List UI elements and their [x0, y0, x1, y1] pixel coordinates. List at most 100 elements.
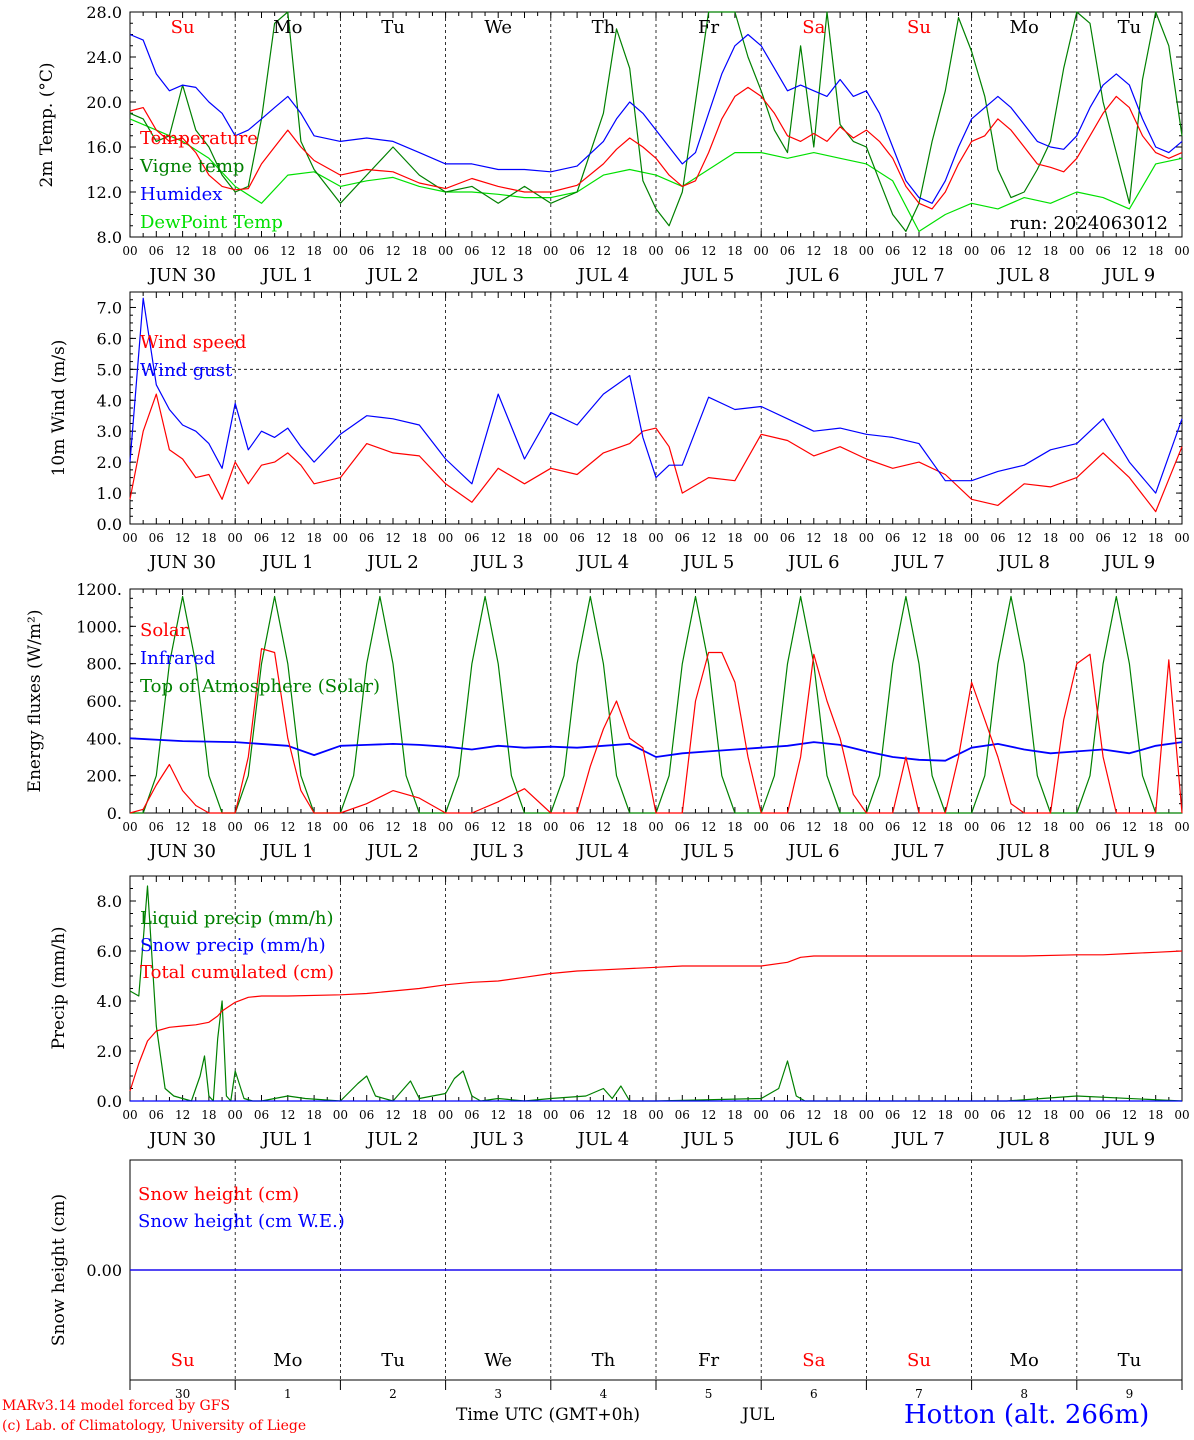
x-hour-label: 06	[675, 820, 690, 834]
x-date-label: JUL 7	[891, 552, 945, 573]
y-tick-label: 8.0	[97, 892, 122, 911]
weekday-label: Fr	[698, 17, 719, 38]
x-hour-label: 18	[938, 1108, 953, 1122]
x-hour-label: 00	[1174, 1108, 1189, 1122]
x-hour-label: 18	[517, 820, 532, 834]
x-hour-label: 00	[648, 531, 663, 545]
x-hour-label: 12	[491, 820, 506, 834]
x-date-label: JUL 3	[470, 265, 524, 286]
legend-entry: Vigne temp	[139, 156, 244, 177]
x-hour-label: 00	[964, 531, 979, 545]
x-hour-label: 00	[754, 531, 769, 545]
x-hour-label: 18	[306, 820, 321, 834]
day-number: 4	[600, 1387, 608, 1401]
y-tick-label: 600.	[86, 692, 122, 711]
x-hour-label: 12	[806, 1108, 821, 1122]
x-hour-label: 00	[122, 820, 137, 834]
x-hour-label: 12	[806, 244, 821, 258]
x-hour-label: 00	[333, 1108, 348, 1122]
x-hour-label: 18	[1043, 244, 1058, 258]
series-line-2-1	[129, 393, 1183, 513]
x-hour-label: 06	[1095, 531, 1110, 545]
x-hour-label: 00	[648, 244, 663, 258]
x-hour-label: 12	[175, 531, 190, 545]
x-hour-label: 18	[727, 820, 742, 834]
x-hour-label: 12	[1122, 531, 1137, 545]
x-hour-label: 18	[622, 244, 637, 258]
series-line-1-4	[129, 118, 1183, 232]
x-hour-label: 12	[596, 244, 611, 258]
x-date-label: JUL 9	[1102, 841, 1156, 862]
x-hour-label: 00	[754, 244, 769, 258]
x-hour-label: 18	[832, 820, 847, 834]
weekday-label: Sa	[802, 1350, 825, 1371]
x-date-label: JUL 3	[470, 841, 524, 862]
weekday-label: Tu	[381, 17, 405, 38]
x-hour-label: 12	[701, 244, 716, 258]
x-date-label: JUL 3	[470, 1129, 524, 1150]
x-hour-label: 12	[596, 820, 611, 834]
x-date-label: JUL 9	[1102, 552, 1156, 573]
x-hour-label: 06	[359, 244, 374, 258]
x-hour-label: 18	[1043, 1108, 1058, 1122]
y-tick-label: 1000.	[76, 617, 122, 636]
x-hour-label: 18	[938, 820, 953, 834]
x-hour-label: 18	[727, 244, 742, 258]
series-line-2-2	[129, 297, 1183, 494]
x-axis-title: Time UTC (GMT+0h)	[456, 1405, 641, 1425]
x-hour-label: 18	[727, 531, 742, 545]
x-hour-label: 06	[1095, 820, 1110, 834]
x-hour-label: 00	[438, 820, 453, 834]
x-hour-label: 06	[780, 1108, 795, 1122]
x-date-label: JUL 1	[260, 1129, 314, 1150]
series-line-1-1	[129, 86, 1183, 210]
y-tick-label: 0.0	[97, 1092, 122, 1111]
x-hour-label: 00	[122, 531, 137, 545]
x-hour-label: 18	[517, 244, 532, 258]
y-axis-label: 10m Wind (m/s)	[49, 340, 69, 477]
x-hour-label: 00	[648, 1108, 663, 1122]
x-hour-label: 00	[228, 244, 243, 258]
x-hour-label: 12	[175, 1108, 190, 1122]
x-hour-label: 00	[333, 531, 348, 545]
x-hour-label: 06	[1095, 1108, 1110, 1122]
day-number: 6	[810, 1387, 818, 1401]
y-tick-label: 200.	[86, 767, 122, 786]
x-hour-label: 06	[1095, 244, 1110, 258]
x-hour-label: 18	[412, 531, 427, 545]
x-hour-label: 00	[964, 820, 979, 834]
x-hour-label: 00	[1069, 531, 1084, 545]
x-hour-label: 12	[596, 531, 611, 545]
x-hour-label: 00	[438, 531, 453, 545]
series-line-3-1	[129, 648, 1183, 814]
x-hour-label: 00	[859, 1108, 874, 1122]
x-hour-label: 18	[1148, 244, 1163, 258]
x-date-label: JUL 2	[365, 552, 419, 573]
x-hour-label: 06	[149, 1108, 164, 1122]
x-hour-label: 06	[359, 531, 374, 545]
weekday-label: Fr	[698, 1350, 719, 1371]
x-hour-label: 00	[1069, 244, 1084, 258]
x-hour-label: 00	[333, 244, 348, 258]
y-tick-label: 2.0	[97, 453, 122, 472]
legend-entry: Snow precip (mm/h)	[140, 935, 326, 956]
x-hour-label: 06	[149, 820, 164, 834]
y-tick-label: 400.	[86, 729, 122, 748]
x-hour-label: 00	[1174, 244, 1189, 258]
x-hour-label: 06	[254, 820, 269, 834]
y-tick-label: 0.00	[86, 1261, 122, 1280]
x-hour-label: 00	[543, 1108, 558, 1122]
x-hour-label: 18	[306, 244, 321, 258]
x-date-label: JUL 2	[365, 1129, 419, 1150]
x-hour-label: 06	[885, 244, 900, 258]
x-hour-label: 06	[464, 1108, 479, 1122]
y-tick-label: 3.0	[97, 422, 122, 441]
x-hour-label: 12	[911, 820, 926, 834]
x-date-label: JUL 8	[996, 552, 1050, 573]
x-date-label: JUL 4	[576, 1129, 630, 1150]
x-hour-label: 12	[491, 531, 506, 545]
y-tick-label: 0.	[107, 804, 122, 823]
x-date-label: JUL 1	[260, 265, 314, 286]
x-date-label: JUL 9	[1102, 265, 1156, 286]
legend-entry: Top of Atmosphere (Solar)	[140, 676, 380, 697]
